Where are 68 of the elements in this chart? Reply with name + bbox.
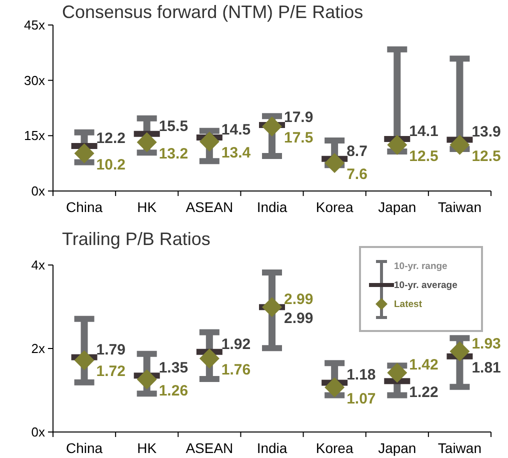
x-tick-label: India — [256, 199, 288, 215]
point — [199, 348, 220, 369]
x-tick-label: Korea — [316, 199, 354, 215]
data-label: 7.6 — [346, 166, 368, 183]
chart-title: Consensus forward (NTM) P/E Ratios — [62, 2, 364, 22]
data-label: 1.72 — [96, 363, 126, 380]
point — [199, 132, 220, 152]
data-label: 1.76 — [221, 362, 251, 379]
data-label: 1.42 — [409, 356, 438, 374]
x-tick-label: Korea — [316, 440, 354, 456]
annotation: 15.5 — [158, 118, 188, 135]
data-label: 17.5 — [284, 129, 314, 146]
data-label: 13.4 — [221, 144, 252, 162]
annotation: 2.99 — [284, 310, 314, 328]
point — [136, 369, 157, 390]
annotation: 14.1 — [409, 122, 438, 140]
x-tick-label: HK — [137, 199, 158, 215]
point — [450, 341, 470, 362]
x-tick-label: Taiwan — [438, 199, 482, 215]
y-tick-label: 30x — [24, 72, 46, 88]
annotation: 17.9 — [284, 108, 314, 126]
x-tick-label: China — [66, 440, 103, 456]
data-label: 2.99 — [284, 291, 314, 308]
x-tick-label: Japan — [378, 440, 416, 456]
data-label: 1.07 — [346, 390, 376, 408]
annotation: 14.5 — [221, 122, 251, 139]
chart-title: Trailing P/B Ratios — [62, 229, 210, 249]
y-tick-label: 4x — [31, 258, 46, 273]
annotation: 13.9 — [472, 124, 501, 141]
annotation: 1.79 — [96, 341, 126, 358]
data-label: 13.2 — [158, 145, 188, 162]
point — [387, 134, 408, 155]
annotation: 1.92 — [221, 336, 251, 353]
point — [74, 143, 94, 164]
annotation: 1.81 — [472, 359, 501, 376]
point — [262, 297, 282, 318]
x-tick-label: ASEAN — [186, 199, 234, 215]
y-tick-label: 0x — [31, 424, 46, 440]
point — [324, 377, 345, 398]
point — [136, 132, 157, 152]
x-tick-label: HK — [137, 440, 158, 456]
data-label: 12.5 — [472, 148, 501, 165]
x-tick-label: India — [256, 440, 288, 456]
annotation: 1.18 — [346, 366, 376, 384]
y-tick-label: 2x — [31, 341, 46, 356]
point — [387, 362, 408, 383]
data-label: 12.5 — [409, 148, 438, 165]
data-label: 10.2 — [96, 156, 126, 174]
point — [74, 350, 94, 370]
x-tick-label: China — [66, 199, 103, 215]
legend-label: Latest — [394, 299, 423, 310]
data-label: 1.93 — [472, 335, 501, 352]
annotation: 12.2 — [96, 130, 126, 147]
annotation: 8.7 — [346, 142, 368, 160]
y-tick-label: 0x — [31, 184, 46, 199]
point — [450, 134, 470, 155]
annotation: 10-yr. range — [394, 261, 448, 272]
y-tick-label: 45x — [24, 18, 46, 33]
point — [262, 116, 282, 136]
x-tick-label: ASEAN — [186, 440, 234, 456]
data-label: 1.26 — [158, 382, 188, 400]
y-tick-label: 15x — [24, 128, 46, 144]
x-tick-label: Japan — [378, 199, 416, 215]
annotation: 1.35 — [158, 360, 188, 377]
x-tick-label: Taiwan — [438, 440, 482, 456]
annotation: 1.22 — [409, 384, 438, 402]
legend-label: 10-yr. average — [394, 280, 458, 291]
point — [324, 152, 345, 173]
